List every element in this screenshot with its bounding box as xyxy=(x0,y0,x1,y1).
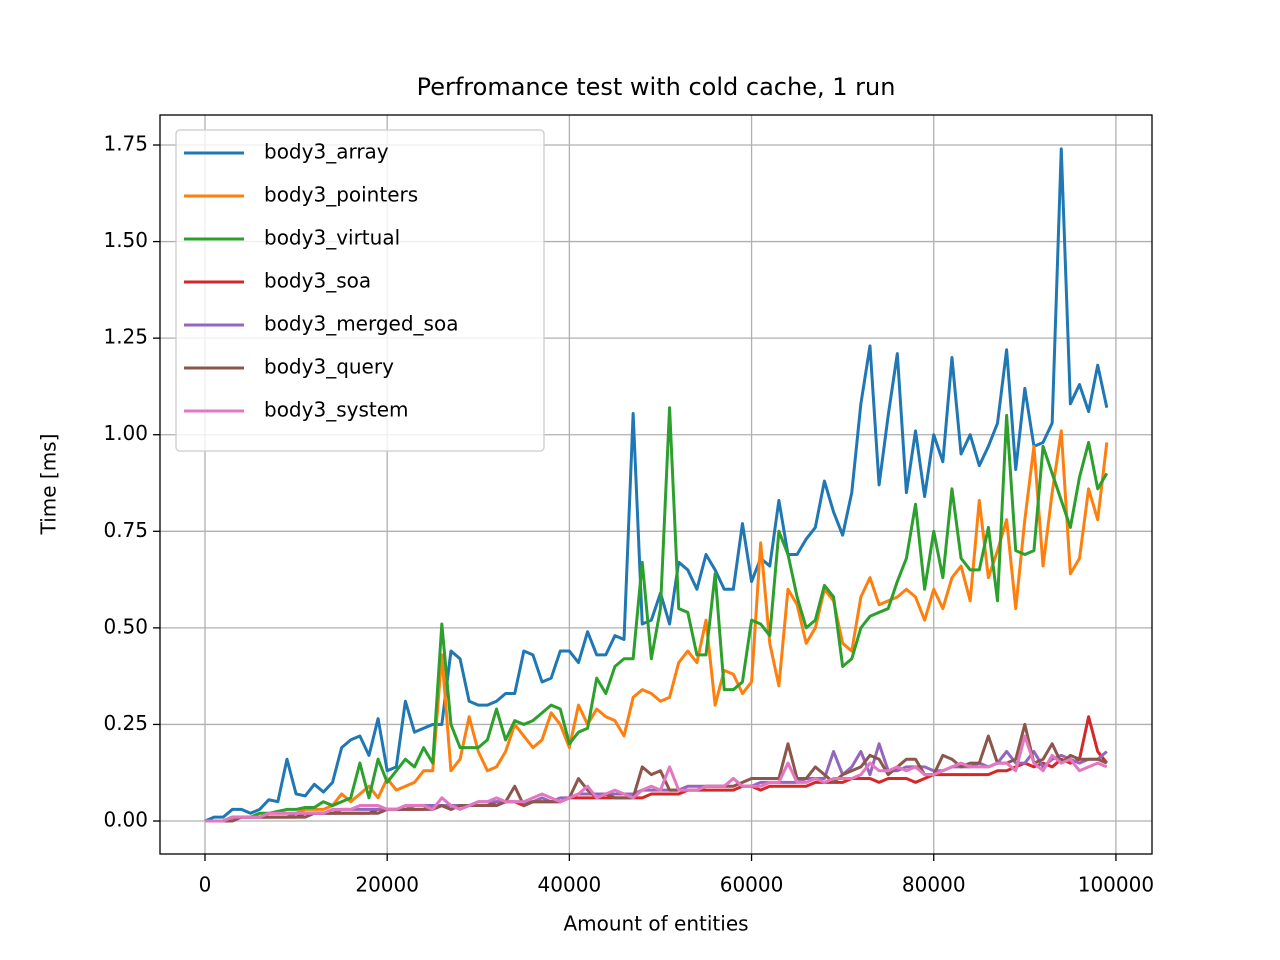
x-axis-label: Amount of entities xyxy=(563,912,748,936)
chart-title: Perfromance test with cold cache, 1 run xyxy=(417,73,896,101)
ticks: 0 20000 40000 60000 80000 100000 0.00 0.25 0.50 0… xyxy=(103,132,1154,897)
y-tick-label: 0.75 xyxy=(103,518,148,542)
y-tick-label: 0.25 xyxy=(103,711,148,735)
series-line xyxy=(205,406,1109,823)
series-line xyxy=(205,742,1108,823)
y-tick-label: 1.50 xyxy=(103,228,148,252)
legend-label: body3_system xyxy=(264,398,409,422)
legend-label: body3_query xyxy=(264,355,394,379)
lines xyxy=(204,147,1109,823)
series-line xyxy=(205,734,1108,823)
series-line xyxy=(205,722,1108,823)
y-tick-label: 1.75 xyxy=(103,132,148,156)
legend-label: body3_pointers xyxy=(264,183,418,207)
x-tick-label: 0 xyxy=(199,873,212,897)
legend-label: body3_merged_soa xyxy=(264,312,458,336)
axes-frame xyxy=(159,114,1153,855)
y-tick-label: 0.50 xyxy=(103,614,148,638)
y-tick-label: 0.00 xyxy=(103,808,148,832)
legend-box xyxy=(175,129,545,452)
x-tick-label: 80000 xyxy=(902,873,966,897)
x-tick-label: 40000 xyxy=(538,873,602,897)
series-line xyxy=(205,429,1109,823)
series-line xyxy=(204,147,1109,823)
legend-label: body3_soa xyxy=(264,269,371,293)
legend: body3_array body3_pointers body3_virtualbo… xyxy=(175,129,545,452)
x-tick-label: 20000 xyxy=(355,873,419,897)
y-tick-label: 1.00 xyxy=(103,421,148,445)
legend-label: body3_virtual xyxy=(264,226,400,250)
y-axis-label: Time [ms] xyxy=(37,434,61,536)
series-line xyxy=(205,715,1108,823)
x-tick-label: 100000 xyxy=(1078,873,1154,897)
legend-label: body3_array xyxy=(264,140,389,164)
x-tick-label: 60000 xyxy=(720,873,784,897)
y-tick-label: 1.25 xyxy=(103,325,148,349)
